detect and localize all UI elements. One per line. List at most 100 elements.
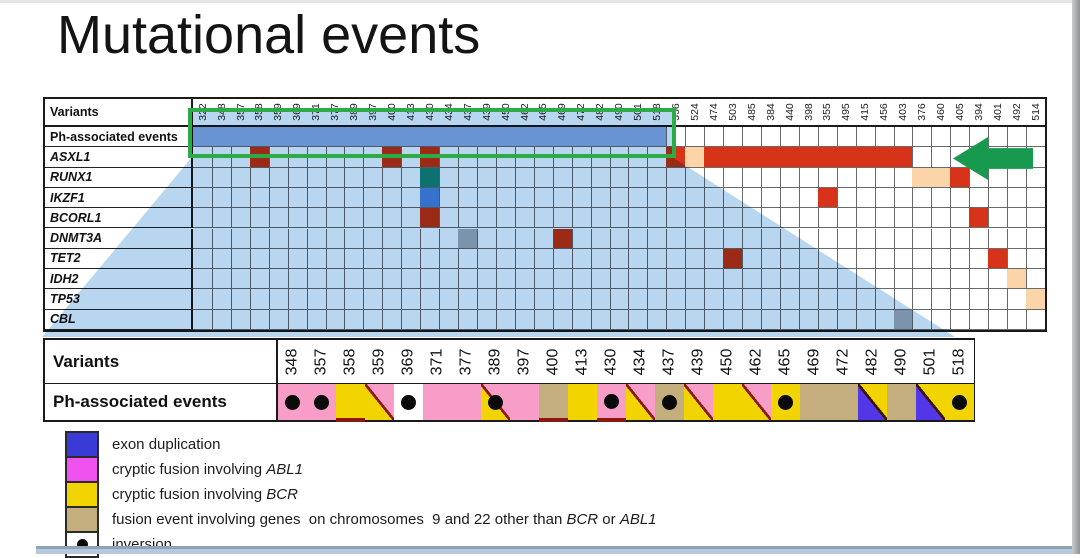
matrix-cell — [817, 208, 838, 229]
matrix-cell — [893, 127, 914, 148]
bottom-column-header: 348 — [278, 338, 308, 384]
top-column-header: 456 — [874, 97, 895, 127]
matrix-cell — [685, 127, 706, 148]
ph-event-cell — [394, 384, 424, 422]
inversion-dot — [778, 394, 793, 410]
ph-event-cell — [307, 384, 337, 422]
bottom-ph-label: Ph-associated events — [43, 384, 278, 422]
matrix-cell — [912, 208, 933, 229]
legend-swatch-blue — [65, 431, 99, 458]
ph-event-cell — [510, 384, 540, 422]
matrix-cell — [760, 167, 781, 188]
matrix-cell — [723, 167, 744, 188]
matrix-cell — [836, 167, 857, 188]
ph-event-cell — [713, 384, 743, 422]
top-column-header: 514 — [1026, 97, 1046, 127]
matrix-cell — [969, 269, 990, 290]
bottom-column-header: 469 — [800, 338, 830, 384]
matrix-cell — [855, 228, 876, 249]
ph-event-cell — [887, 384, 917, 422]
matrix-cell — [760, 147, 781, 168]
matrix-cell — [912, 228, 933, 249]
slide-title: Mutational events — [57, 5, 481, 65]
top-column-header: 376 — [912, 97, 933, 127]
top-column-header: 492 — [1007, 97, 1028, 127]
matrix-cell — [931, 248, 952, 270]
matrix-cell — [931, 167, 952, 188]
matrix-cell — [950, 208, 971, 229]
matrix-cell — [836, 147, 857, 168]
matrix-cell — [817, 167, 838, 188]
matrix-cell — [817, 228, 838, 249]
ph-event-cell — [945, 384, 975, 422]
ph-event-cell — [336, 384, 366, 422]
ph-event-cell — [597, 384, 627, 422]
matrix-cell — [1026, 269, 1046, 290]
matrix-cell — [836, 228, 857, 249]
matrix-cell — [855, 248, 876, 270]
matrix-cell — [1026, 167, 1046, 188]
matrix-cell — [931, 289, 952, 310]
matrix-cell — [836, 208, 857, 229]
matrix-cell — [912, 167, 933, 188]
ph-event-cell — [742, 384, 772, 422]
matrix-cell — [969, 208, 990, 229]
matrix-cell — [1026, 289, 1046, 310]
matrix-cell — [704, 127, 725, 148]
top-column-header: 394 — [969, 97, 990, 127]
matrix-cell — [742, 127, 762, 148]
matrix-cell — [1007, 309, 1028, 330]
matrix-cell — [969, 167, 990, 188]
matrix-cell — [1007, 208, 1028, 229]
matrix-cell — [1007, 289, 1028, 310]
ph-event-cell — [916, 384, 946, 422]
ph-event-cell — [423, 384, 453, 422]
matrix-cell — [874, 228, 895, 249]
matrix-cell — [950, 187, 971, 209]
bottom-column-header: 371 — [423, 338, 453, 384]
matrix-cell — [1007, 228, 1028, 249]
matrix-cell — [912, 248, 933, 270]
matrix-cell — [912, 289, 933, 310]
matrix-cell — [760, 187, 781, 209]
matrix-cell — [950, 248, 971, 270]
matrix-cell — [893, 147, 914, 168]
matrix-cell — [950, 289, 971, 310]
legend-label: fusion event involving genes on chromoso… — [112, 511, 657, 528]
top-column-header: 398 — [798, 97, 819, 127]
matrix-cell — [931, 127, 952, 148]
inversion-dot — [662, 394, 677, 410]
bottom-column-header: 358 — [336, 338, 366, 384]
matrix-cell — [988, 248, 1009, 270]
top-column-header: 485 — [742, 97, 762, 127]
top-column-header: 384 — [760, 97, 781, 127]
matrix-cell — [988, 187, 1009, 209]
ph-event-cell — [568, 384, 598, 422]
matrix-cell — [685, 147, 706, 168]
bottom-column-header: 462 — [742, 338, 772, 384]
top-column-header: 355 — [817, 97, 838, 127]
bottom-column-header: 413 — [568, 338, 598, 384]
matrix-cell — [855, 187, 876, 209]
matrix-cell — [836, 127, 857, 148]
bottom-column-header: 450 — [713, 338, 743, 384]
matrix-cell — [723, 147, 744, 168]
matrix-cell — [798, 167, 819, 188]
matrix-cell — [969, 248, 990, 270]
matrix-cell — [893, 208, 914, 229]
ph-event-cell — [539, 384, 569, 422]
matrix-cell — [931, 269, 952, 290]
bottom-column-header: 430 — [597, 338, 627, 384]
matrix-cell — [893, 228, 914, 249]
ph-event-cell — [452, 384, 482, 422]
matrix-cell — [798, 208, 819, 229]
bottom-column-header: 490 — [887, 338, 917, 384]
bottom-column-header: 518 — [945, 338, 975, 384]
inversion-dot — [285, 394, 300, 410]
matrix-cell — [855, 127, 876, 148]
matrix-cell — [893, 187, 914, 209]
matrix-cell — [779, 187, 800, 209]
matrix-cell — [855, 208, 876, 229]
inversion-dot — [604, 393, 619, 409]
matrix-cell — [969, 228, 990, 249]
